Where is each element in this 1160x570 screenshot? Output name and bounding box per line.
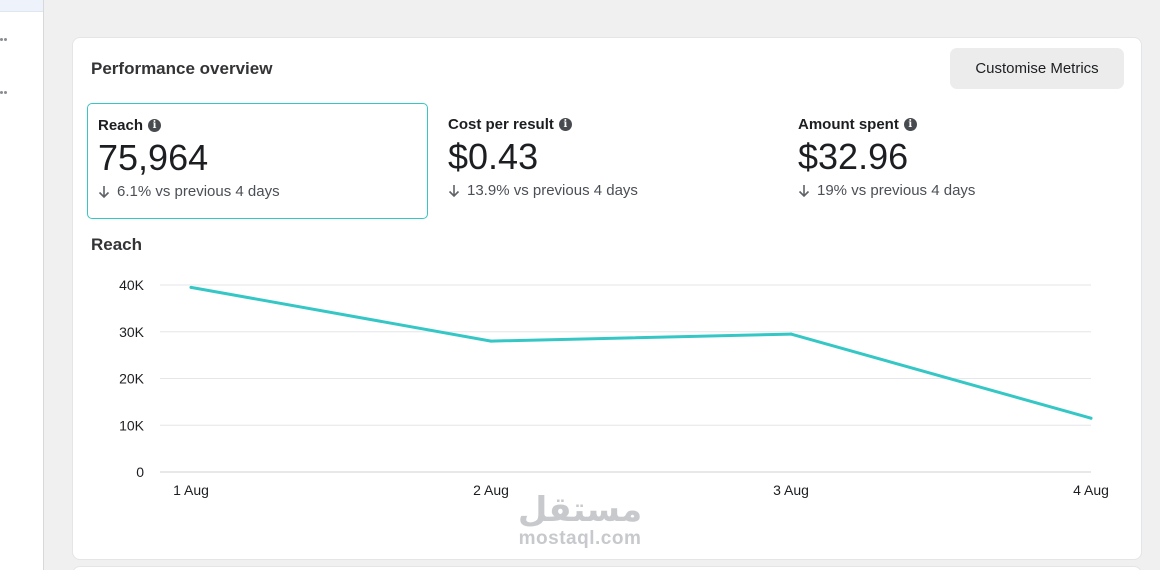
data-point <box>489 339 493 343</box>
metric-delta: 6.1% vs previous 4 days <box>117 183 280 200</box>
data-point <box>189 285 193 289</box>
sidebar-active-item[interactable] <box>0 0 43 12</box>
arrow-down-icon <box>798 184 810 197</box>
next-card-edge <box>72 566 1142 570</box>
metric-value: $32.96 <box>798 136 909 177</box>
x-tick-label: 1 Aug <box>173 482 209 498</box>
customise-metrics-button[interactable]: Customise Metrics <box>950 48 1124 89</box>
more-options-icon[interactable] <box>0 37 10 43</box>
metric-delta: 19% vs previous 4 days <box>817 182 976 199</box>
metric-value: $0.43 <box>448 136 539 177</box>
x-tick-label: 4 Aug <box>1073 482 1109 498</box>
info-icon[interactable]: i <box>148 119 162 132</box>
metric-card-amount-spent[interactable]: Amount spent i $32.96 19% vs previous 4 d… <box>788 103 1129 219</box>
series-line <box>189 285 1093 420</box>
metric-label: Amount spent <box>798 116 899 133</box>
left-sidebar <box>0 0 44 570</box>
x-tick-label: 3 Aug <box>773 482 809 498</box>
y-tick-label: 0 <box>136 464 144 480</box>
more-options-icon[interactable] <box>0 90 10 96</box>
metric-card-cost-per-result[interactable]: Cost per result i $0.43 13.9% vs previous… <box>438 103 779 219</box>
metric-label: Cost per result <box>448 116 554 133</box>
y-tick-label: 30K <box>119 324 145 340</box>
chart-title: Reach <box>91 235 143 254</box>
reach-line-chart: 0 10K 20K 30K 40K 1 Aug 2 Aug 3 Aug 4 Aug <box>119 277 1109 498</box>
metric-value: 75,964 <box>98 137 209 178</box>
data-point <box>789 332 793 336</box>
x-tick-label: 2 Aug <box>473 482 509 498</box>
info-icon[interactable]: i <box>558 118 572 131</box>
info-icon[interactable]: i <box>903 118 917 131</box>
arrow-down-icon <box>448 184 460 197</box>
data-point <box>1089 416 1093 420</box>
y-tick-label: 40K <box>119 277 145 293</box>
metric-card-reach[interactable]: Reach i 75,964 6.1% vs previous 4 days <box>87 103 428 219</box>
y-tick-label: 10K <box>119 417 145 433</box>
y-tick-label: 20K <box>119 371 145 387</box>
metric-delta: 13.9% vs previous 4 days <box>467 182 638 199</box>
metric-label: Reach <box>98 117 144 134</box>
panel-title: Performance overview <box>91 59 273 78</box>
arrow-down-icon <box>98 185 110 198</box>
performance-overview-card: Performance overview Customise Metrics R… <box>72 37 1142 560</box>
